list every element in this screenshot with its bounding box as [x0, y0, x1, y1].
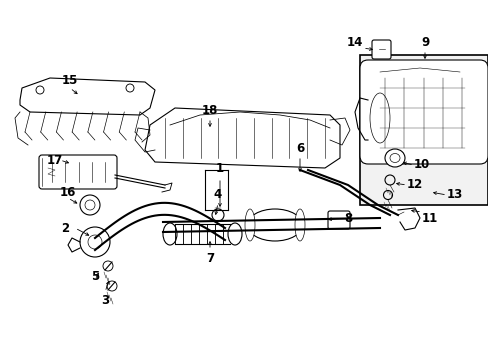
Text: 15: 15 — [61, 73, 78, 86]
Text: 4: 4 — [213, 189, 222, 202]
Text: 5: 5 — [91, 270, 99, 283]
Text: 11: 11 — [421, 211, 437, 225]
Text: 1: 1 — [216, 162, 224, 175]
Ellipse shape — [247, 209, 302, 241]
Text: 9: 9 — [420, 36, 428, 49]
Text: 18: 18 — [202, 104, 218, 117]
Text: 6: 6 — [295, 141, 304, 154]
Bar — [359, 55, 487, 205]
Text: 12: 12 — [406, 179, 422, 192]
Polygon shape — [145, 108, 339, 168]
FancyBboxPatch shape — [39, 155, 117, 189]
Polygon shape — [20, 78, 155, 115]
Text: 7: 7 — [205, 252, 214, 265]
FancyBboxPatch shape — [359, 60, 487, 164]
Text: 10: 10 — [413, 158, 429, 171]
Ellipse shape — [384, 149, 404, 167]
Text: 8: 8 — [343, 211, 351, 225]
Text: 17: 17 — [47, 153, 63, 166]
Text: 13: 13 — [446, 189, 462, 202]
FancyBboxPatch shape — [371, 40, 390, 59]
Text: 16: 16 — [60, 185, 76, 198]
Ellipse shape — [244, 209, 254, 241]
Text: 2: 2 — [61, 221, 69, 234]
Text: 14: 14 — [346, 36, 363, 49]
Ellipse shape — [294, 209, 305, 241]
Ellipse shape — [163, 223, 177, 245]
Ellipse shape — [227, 223, 242, 245]
Text: 3: 3 — [101, 293, 109, 306]
